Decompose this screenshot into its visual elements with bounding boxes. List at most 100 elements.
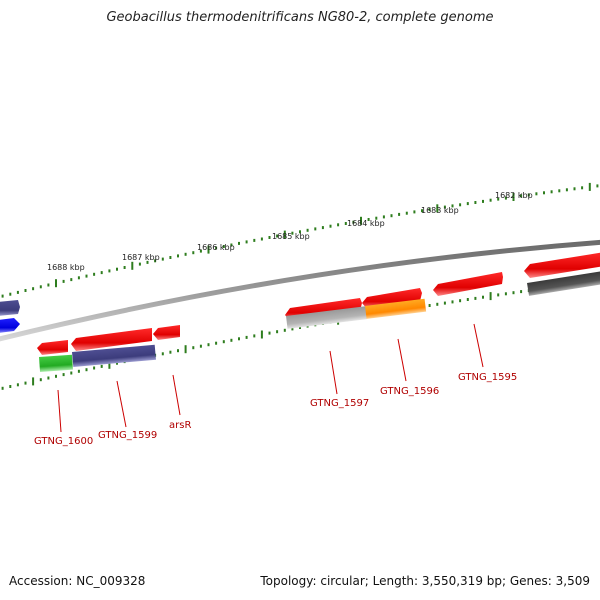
inner-ring-minor-tick [245, 335, 248, 339]
outer-ring-minor-tick [146, 260, 149, 264]
outer-ring-major-tick [512, 193, 515, 201]
outer-ring-minor-tick [489, 198, 492, 202]
gene-arrow-1600-red[interactable] [37, 340, 68, 355]
inner-ring-major-tick [184, 345, 187, 354]
outer-ring-minor-tick [238, 241, 240, 245]
tick-label-1687: 1687 kbp [122, 253, 160, 262]
gene-arrow-arsR-red[interactable] [153, 325, 180, 340]
outer-ring-minor-tick [398, 212, 401, 216]
tick-label-1682: 1682 kbp [495, 191, 533, 200]
outer-ring-minor-tick [291, 231, 294, 235]
gene-label-1595[interactable]: GTNG_1595 [458, 372, 517, 383]
outer-ring-minor-tick [390, 214, 393, 218]
gene-label-1597[interactable]: GTNG_1597 [310, 398, 369, 409]
inner-ring-minor-tick [1, 386, 4, 390]
outer-ring-minor-tick [108, 269, 111, 273]
tick-label-1685: 1685 kbp [272, 232, 310, 241]
gene-arrow-1596-red[interactable] [362, 288, 422, 309]
inner-ring-minor-tick [177, 349, 179, 353]
gene-label-1600[interactable]: GTNG_1600 [34, 436, 93, 447]
gene-arrow-right-edge-red[interactable] [524, 252, 600, 278]
outer-ring-minor-tick [215, 246, 218, 250]
outer-ring-minor-tick [459, 203, 462, 207]
outer-ring-minor-tick [344, 222, 347, 225]
outer-ring-major-tick [207, 245, 210, 254]
outer-ring-minor-tick [375, 216, 378, 220]
gene-box-1597-gray[interactable] [286, 306, 367, 329]
outer-ring-minor-tick [192, 251, 195, 255]
outer-ring-minor-tick [550, 190, 553, 194]
gene-label-arsR[interactable]: arsR [169, 420, 191, 431]
outer-ring-minor-tick [77, 276, 80, 280]
inner-ring-minor-tick [85, 368, 88, 372]
tick-label-1684: 1684 kbp [347, 219, 385, 228]
gene-arrow-left-edge-purple[interactable] [0, 300, 20, 316]
inner-ring-minor-tick [283, 328, 286, 332]
outer-ring-minor-tick [352, 220, 355, 224]
outer-ring-minor-tick [367, 218, 370, 221]
outer-ring-minor-tick [497, 197, 500, 201]
inner-ring-minor-tick [459, 299, 462, 303]
outer-ring-minor-tick [321, 226, 324, 230]
gene-label-1599[interactable]: GTNG_1599 [98, 430, 157, 441]
outer-ring-minor-tick [16, 290, 19, 294]
tick-label-1688: 1688 kbp [47, 263, 85, 272]
inner-ring-minor-tick [192, 346, 195, 350]
inner-ring-minor-tick [169, 350, 172, 354]
outer-ring-major-tick [360, 216, 362, 225]
inner-ring-minor-tick [466, 298, 469, 301]
outer-ring-minor-tick [222, 245, 225, 248]
outer-ring-minor-tick [527, 193, 530, 197]
gene-box-1596-orange[interactable] [365, 298, 427, 319]
genome-summary-label: Topology: circular; Length: 3,550,319 bp… [260, 574, 590, 588]
outer-ring-minor-tick [138, 262, 141, 266]
inner-ring-minor-tick [291, 327, 294, 331]
gene-box-1600-green[interactable] [39, 354, 73, 372]
inner-ring-major-tick [489, 292, 492, 301]
inner-ring-minor-tick [62, 373, 65, 377]
outer-ring-minor-tick [596, 184, 599, 188]
outer-ring-major-tick [55, 279, 57, 288]
outer-ring-minor-tick [535, 192, 538, 196]
inner-ring-minor-tick [482, 295, 484, 299]
outer-ring-minor-tick [260, 237, 263, 241]
inner-ring-minor-tick [77, 369, 80, 373]
outer-scale-ring [1, 182, 599, 298]
inner-ring-minor-tick [207, 343, 210, 347]
leader-line-1595 [473, 323, 484, 368]
outer-ring-minor-tick [199, 249, 202, 253]
inner-ring-minor-tick [268, 331, 271, 335]
gene-label-1596[interactable]: GTNG_1596 [380, 386, 439, 397]
outer-ring-minor-tick [1, 294, 4, 298]
outer-ring-minor-tick [62, 279, 65, 283]
outer-ring-major-tick [436, 204, 439, 213]
outer-ring-minor-tick [581, 186, 584, 190]
inner-ring-major-tick [32, 377, 35, 386]
gene-arrow-1599-red[interactable] [71, 328, 152, 351]
gene-box-1599-purple[interactable] [72, 344, 156, 367]
outer-ring-major-tick [131, 261, 134, 270]
outer-ring-minor-tick [466, 202, 469, 206]
inner-ring-minor-tick [24, 381, 27, 385]
gene-arrow-1595-red[interactable] [433, 272, 503, 296]
outer-ring-minor-tick [70, 278, 73, 282]
inner-ring-minor-tick [497, 293, 500, 297]
outer-ring-minor-tick [184, 252, 187, 256]
inner-ring-minor-tick [230, 338, 233, 342]
outer-ring-minor-tick [245, 240, 248, 244]
gene-arrow-left-edge-blue[interactable] [0, 318, 20, 333]
inner-ring-minor-tick [428, 304, 431, 307]
inner-ring-minor-tick [222, 340, 225, 344]
map-title: Geobacillus thermodenitrificans NG80-2, … [106, 10, 494, 25]
inner-ring-minor-tick [199, 344, 202, 348]
outer-ring-minor-tick [337, 223, 340, 227]
inner-ring-minor-tick [451, 300, 454, 304]
outer-ring-minor-tick [154, 259, 157, 263]
leader-line-1597 [329, 350, 338, 395]
outer-ring-minor-tick [123, 266, 126, 269]
outer-ring-minor-tick [230, 243, 233, 247]
outer-ring-minor-tick [100, 271, 103, 275]
gene-box-right-edge-darkgray[interactable] [527, 270, 600, 296]
outer-ring-minor-tick [443, 205, 446, 209]
